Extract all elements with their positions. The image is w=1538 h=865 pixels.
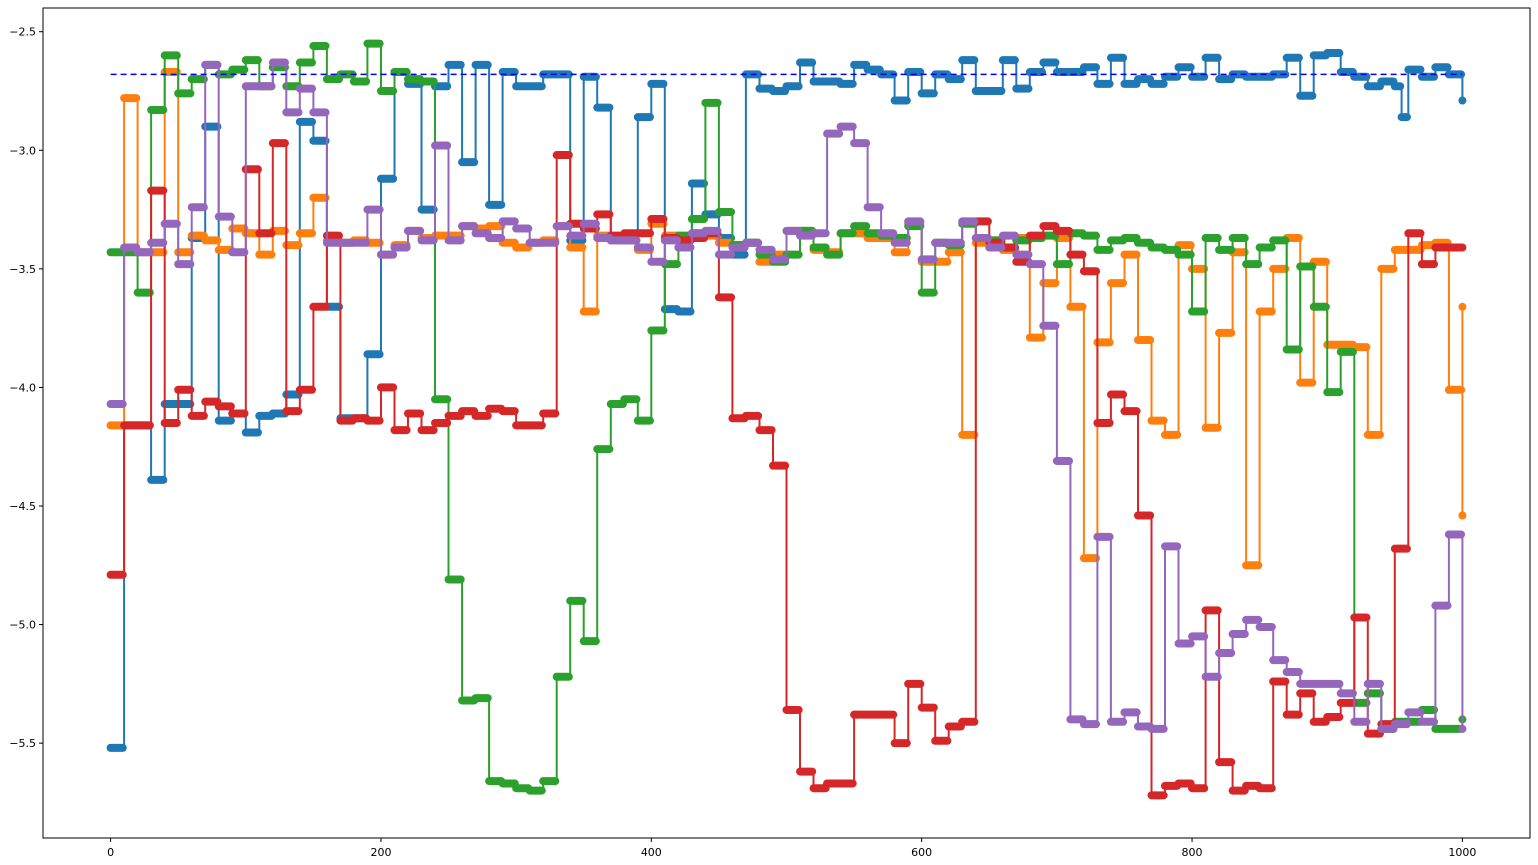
y-tick-label: −4.0: [9, 381, 36, 394]
y-tick-label: −3.0: [9, 144, 36, 157]
series-4: [106, 139, 1467, 800]
y-tick-label: −2.5: [9, 26, 36, 39]
y-tick-label: −5.5: [9, 737, 36, 750]
x-tick-label: 400: [641, 846, 662, 859]
x-tick-label: 600: [911, 846, 932, 859]
series-5: [106, 58, 1467, 733]
y-tick-label: −5.0: [9, 619, 36, 632]
x-tick-label: 0: [107, 846, 114, 859]
x-tick-label: 200: [370, 846, 391, 859]
plot-frame: [42, 7, 1531, 839]
series-layer: [106, 39, 1467, 800]
y-axis: −2.5 −3.0 −3.5 −4.0 −4.5 −5.0 −5.5: [9, 26, 43, 750]
x-axis: 0 200 400 600 800 1000: [107, 838, 1476, 859]
y-tick-label: −4.5: [9, 500, 36, 513]
x-tick-label: 800: [1182, 846, 1203, 859]
y-tick-label: −3.5: [9, 263, 36, 276]
x-tick-label: 1000: [1448, 846, 1476, 859]
